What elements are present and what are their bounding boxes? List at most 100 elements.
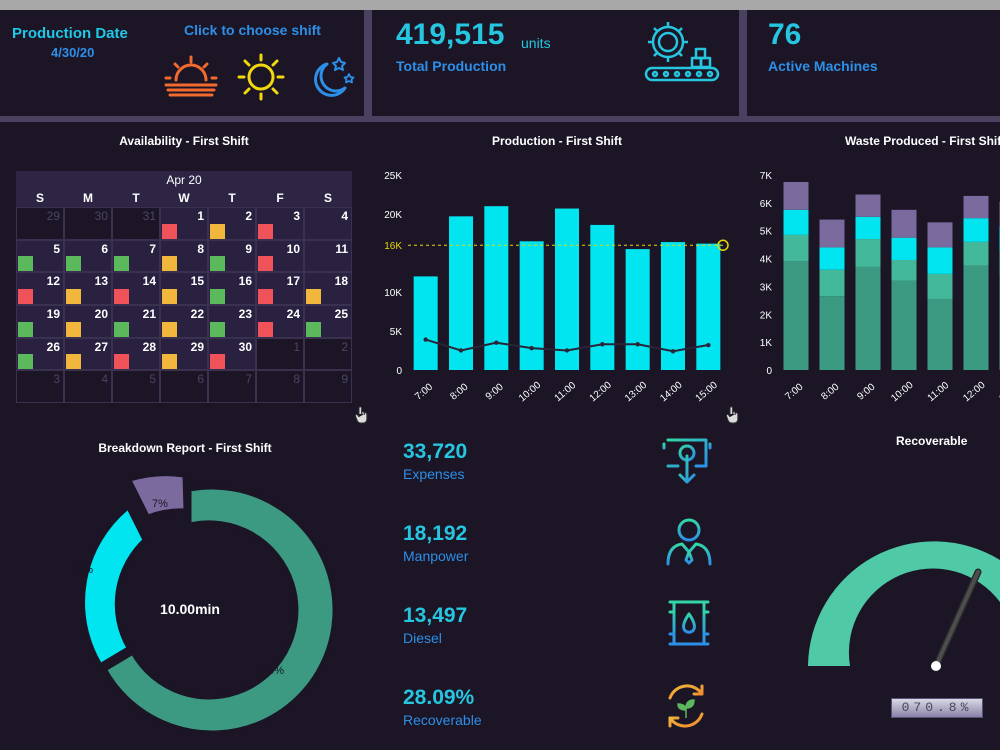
waste-bar-segment[interactable] (819, 269, 845, 297)
waste-bar-segment[interactable] (927, 247, 953, 274)
waste-bar-segment[interactable] (963, 241, 989, 266)
calendar-day-cell[interactable]: 29 (16, 207, 64, 240)
waste-bar-segment[interactable] (819, 219, 845, 248)
calendar-day-cell[interactable]: 6 (64, 239, 112, 273)
calendar-day-cell[interactable]: 3 (256, 207, 304, 240)
calendar-day-cell[interactable]: 15 (160, 272, 208, 305)
calendar-day-cell[interactable]: 2 (208, 207, 256, 240)
calendar-day-cell[interactable]: 29 (160, 337, 208, 371)
active-machines-label: Active Machines (768, 58, 878, 74)
waste-bar-segment[interactable] (963, 195, 989, 219)
waste-bar-segment[interactable] (927, 273, 953, 299)
calendar-day-cell[interactable]: 12 (16, 272, 64, 305)
production-bar[interactable] (590, 224, 615, 370)
total-production-unit: units (521, 35, 551, 51)
calendar-day-cell[interactable]: 30 (208, 337, 256, 371)
breakdown-slice-69[interactable] (103, 486, 336, 734)
calendar-day-cell[interactable]: 1 (256, 337, 304, 371)
production-line-point (494, 340, 499, 345)
calendar-day-cell[interactable]: 14 (112, 272, 160, 305)
waste-y-tick: 0 (766, 366, 772, 377)
calendar-day-number: 5 (149, 372, 156, 387)
calendar-day-cell[interactable]: 26 (16, 337, 64, 371)
calendar-day-number: 25 (334, 307, 348, 321)
calendar-day-cell[interactable]: 21 (112, 305, 160, 338)
waste-bar-segment[interactable] (855, 266, 881, 370)
calendar-day-cell[interactable]: 18 (304, 272, 352, 305)
waste-bar-segment[interactable] (855, 194, 881, 217)
kpi-expenses-value: 33,720 (403, 440, 468, 463)
calendar-day-cell[interactable]: 9 (304, 370, 352, 403)
calendar-status-marker (258, 288, 273, 304)
calendar-day-cell[interactable]: 22 (160, 305, 208, 338)
waste-bar-segment[interactable] (855, 239, 881, 267)
calendar-day-cell[interactable]: 28 (112, 337, 160, 371)
waste-bar-segment[interactable] (963, 265, 989, 370)
waste-y-tick: 5K (760, 227, 773, 238)
waste-bar-segment[interactable] (891, 259, 917, 281)
sunrise-icon[interactable] (162, 54, 220, 98)
production-bar[interactable] (519, 241, 544, 370)
calendar-day-cell[interactable]: 27 (64, 337, 112, 371)
production-date-value[interactable]: 4/30/20 (51, 45, 95, 60)
waste-bar-segment[interactable] (927, 222, 953, 248)
waste-bar-segment[interactable] (927, 298, 953, 370)
calendar-day-cell[interactable]: 30 (64, 207, 112, 240)
waste-bar-segment[interactable] (855, 216, 881, 240)
calendar-day-cell[interactable]: 23 (208, 305, 256, 338)
calendar-day-cell[interactable]: 8 (256, 370, 304, 403)
calendar-status-marker (18, 321, 33, 337)
calendar-day-cell[interactable]: 1 (160, 207, 208, 240)
calendar-day-cell[interactable]: 7 (112, 239, 160, 273)
production-bar[interactable] (554, 208, 580, 370)
active-machines-value: 76 (768, 18, 802, 51)
calendar-day-cell[interactable]: 5 (16, 239, 64, 273)
calendar-day-cell[interactable]: 2 (304, 337, 352, 371)
calendar-day-cell[interactable]: 4 (304, 207, 352, 240)
waste-bar-segment[interactable] (891, 237, 917, 260)
calendar-status-marker (66, 288, 81, 304)
calendar-day-cell[interactable]: 16 (208, 272, 256, 305)
calendar-day-cell[interactable]: 17 (256, 272, 304, 305)
calendar-day-cell[interactable]: 8 (160, 239, 208, 273)
breakdown-slice-24[interactable] (82, 505, 146, 667)
waste-bar-segment[interactable] (783, 181, 809, 210)
production-bar[interactable] (696, 243, 721, 370)
waste-bar-segment[interactable] (891, 280, 917, 370)
breakdown-slice-7[interactable] (127, 473, 187, 518)
calendar-day-number: 30 (94, 209, 108, 223)
calendar-day-cell[interactable]: 10 (256, 239, 304, 273)
production-target-marker[interactable] (717, 239, 729, 251)
calendar-day-cell[interactable]: 20 (64, 305, 112, 338)
calendar-day-cell[interactable]: 5 (112, 370, 160, 403)
waste-bar-segment[interactable] (963, 218, 989, 242)
waste-bar-segment[interactable] (783, 209, 809, 235)
calendar-day-cell[interactable]: 25 (304, 305, 352, 338)
calendar-status-marker (162, 354, 177, 370)
calendar-day-cell[interactable]: 9 (208, 239, 256, 273)
calendar-day-number: 21 (142, 307, 156, 321)
waste-bar-segment[interactable] (783, 234, 809, 262)
calendar-day-cell[interactable]: 7 (208, 370, 256, 403)
calendar-day-cell[interactable]: 24 (256, 305, 304, 338)
calendar-day-cell[interactable]: 19 (16, 305, 64, 338)
production-bar[interactable] (413, 276, 438, 370)
calendar-day-cell[interactable]: 6 (160, 370, 208, 403)
calendar-day-cell[interactable]: 4 (64, 370, 112, 403)
production-bar[interactable] (448, 216, 474, 370)
calendar-day-cell[interactable]: 11 (304, 239, 352, 273)
waste-bar-segment[interactable] (819, 247, 845, 270)
production-bar[interactable] (625, 249, 650, 370)
sun-icon[interactable] (233, 53, 289, 101)
calendar-weekday: T (132, 191, 140, 205)
total-production-panel: 419,515 units Total Production (372, 10, 739, 116)
calendar-day-number: 16 (238, 274, 252, 289)
calendar-day-cell[interactable]: 3 (16, 370, 64, 403)
waste-bar-segment[interactable] (783, 261, 809, 370)
waste-y-tick: 3K (760, 282, 773, 293)
calendar-day-cell[interactable]: 31 (112, 207, 160, 240)
moon-stars-icon[interactable] (305, 54, 357, 100)
calendar-day-cell[interactable]: 13 (64, 272, 112, 305)
waste-bar-segment[interactable] (819, 296, 845, 370)
waste-bar-segment[interactable] (891, 209, 917, 238)
